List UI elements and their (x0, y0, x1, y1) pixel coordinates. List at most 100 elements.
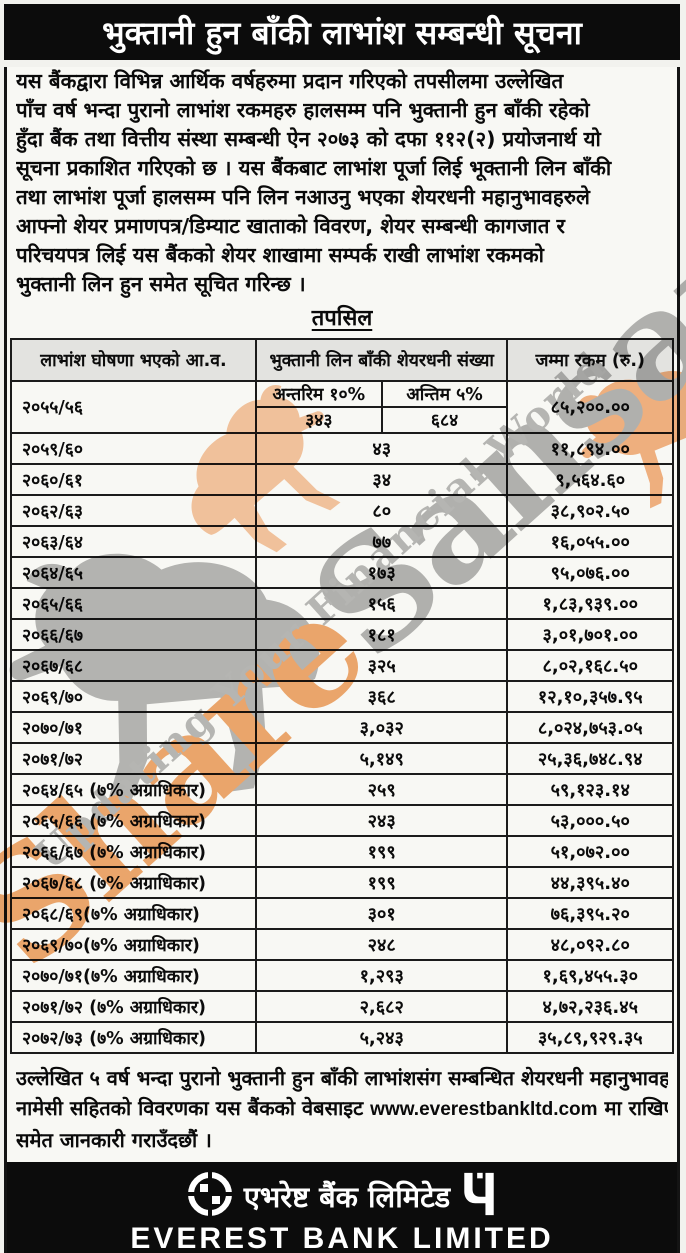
fiscal-year-cell: २०६७/६८ (10, 649, 257, 682)
table-row: २०७२/७३ (७% अग्राधिकार) ५,२४३ ३५,८९,९२९.३५ (10, 1021, 674, 1054)
table-header-row: लाभांश घोषणा भएको आ.व. भुक्तानी लिन बाँक… (10, 338, 674, 382)
amount-cell: १२,१०,३५७.९५ (506, 680, 674, 713)
fiscal-year-cell: २०६५/६६ (10, 587, 257, 620)
table-row: २०६६/६७ १८१ ३,०१,७०१.०० (10, 618, 674, 651)
body-line: आफ्नो शेयर प्रमाणपत्र/डिम्याट खाताको विव… (16, 214, 565, 238)
body-line: तथा लाभांश पूर्जा हालसम्म पनि लिन नआउनु … (16, 185, 590, 209)
table-row: २०६५/६६ (७% अग्राधिकार) २४३ ५३,०००.५० (10, 804, 674, 837)
amount-cell: ८५,२००.०० (506, 380, 674, 434)
fiscal-year-cell: २०६४/६५ (10, 556, 257, 589)
count-cell: ३४ (254, 463, 509, 496)
amount-cell: ४८,०९२.८० (506, 928, 674, 961)
table-row: २०६५/६६ १५६ १,८३,९३९.०० (10, 587, 674, 620)
bank-website-url: www.everestbankltd.com (370, 1099, 598, 1120)
count-cell: ३२५ (254, 649, 509, 682)
table-row: २०६४/६५ (७% अग्राधिकार) २५९ ५९,१२३.१४ (10, 773, 674, 806)
footer-line: समेत जानकारी गराउँदछौं । (16, 1128, 212, 1152)
fiscal-year-cell: २०६६/६७ (10, 618, 257, 651)
fiscal-year-cell: २०६०/६१ (10, 463, 257, 496)
amount-cell: ५३,०००.५० (506, 804, 674, 837)
count-cell: २,६८२ (254, 990, 509, 1023)
col-header-shareholders: भुक्तानी लिन बाँकी शेयरधनी संख्या (254, 338, 509, 382)
count-cell: ३६८ (254, 680, 509, 713)
fiscal-year-cell: २०७१/७२ (10, 742, 257, 775)
amount-cell: ३,०१,७०१.०० (506, 618, 674, 651)
table-row: २०७०/७१ ३,०३२ ८,०२४,७५३.०५ (10, 711, 674, 744)
fiscal-year-cell: २०५५/५६ (10, 380, 257, 434)
amount-cell: ८,०२४,७५३.०५ (506, 711, 674, 744)
count-cell: १८१ (254, 618, 509, 651)
fiscal-year-cell: २०६७/६८ (७% अग्राधिकार) (10, 866, 257, 899)
body-line: हुँदा बैंक तथा वित्तीय संस्था सम्बन्धी ऐ… (16, 127, 601, 151)
amount-cell: ४,७२,२३६.४५ (506, 990, 674, 1023)
schedule-heading: तपसिल (311, 306, 373, 331)
count-cell: ७७ (254, 525, 509, 558)
amount-cell: ५९,१२३.१४ (506, 773, 674, 806)
count-cell: ८० (254, 494, 509, 527)
count-cell: १५६ (254, 587, 509, 620)
interim-count-cell: ३४३ (254, 406, 383, 434)
footer-line: नामेसी सहितको विवरणका यस बैंकको वेबसाइट … (16, 1093, 668, 1125)
count-cell: १९९ (254, 835, 509, 868)
body-line: भुक्तानी लिन हुन समेत सूचित गरिन्छ । (16, 272, 306, 296)
count-cell: १९९ (254, 866, 509, 899)
fiscal-year-cell: २०६९/७०(७% अग्राधिकार) (10, 928, 257, 961)
interim-label-cell: अन्तरिम १०% (254, 380, 383, 408)
fiscal-year-cell: २०६८/६९(७% अग्राधिकार) (10, 897, 257, 930)
fiscal-year-cell: २०६५/६६ (७% अग्राधिकार) (10, 804, 257, 837)
table-row: २०६४/६५ १७३ ९५,०७६.०० (10, 556, 674, 589)
table-row: २०६७/६८ (७% अग्राधिकार) १९९ ४४,३९५.४० (10, 866, 674, 899)
fiscal-year-cell: २०६३/६४ (10, 525, 257, 558)
fiscal-year-cell: २०६६/६७ (७% अग्राधिकार) (10, 835, 257, 868)
amount-cell: ७६,३९५.२० (506, 897, 674, 930)
notice-title: भुक्तानी हुन बाँकी लाभांश सम्बन्धी सूचना (102, 13, 582, 52)
fiscal-year-cell: २०७१/७२ (७% अग्राधिकार) (10, 990, 257, 1023)
table-row: २०७१/७२ ५,१४९ २५,३६,७४८.९४ (10, 742, 674, 775)
fiscal-year-cell: २०७०/७१(७% अग्राधिकार) (10, 959, 257, 992)
notice-footer: उल्लेखित ५ वर्ष भन्दा पुरानो भुक्तानी हु… (16, 1063, 668, 1155)
count-cell: ५,२४३ (254, 1021, 509, 1054)
amount-cell: १,६९,४५५.३० (506, 959, 674, 992)
table-row: २०६०/६१ ३४ ९,५६४.६० (10, 463, 674, 496)
bank-name-nepali: एभरेष्ट बैंक लिमिटेड (243, 1179, 451, 1214)
table-row: २०६९/७० ३६८ १२,१०,३५७.९५ (10, 680, 674, 713)
body-line: यस बैंकद्वारा विभिन्न आर्थिक वर्षहरुमा प… (16, 69, 564, 93)
col-header-amount: जम्मा रकम (रु.) (506, 338, 674, 382)
amount-cell: १६,०५५.०० (506, 525, 674, 558)
table-row: २०५५/५६ अन्तरिम १०% अन्तिम ५% ८५,२००.०० (10, 380, 674, 434)
table-row: २०६८/६९(७% अग्राधिकार) ३०१ ७६,३९५.२० (10, 897, 674, 930)
notice-body: यस बैंकद्वारा विभिन्न आर्थिक वर्षहरुमा प… (16, 67, 668, 299)
table-row: २०५९/६० ४३ ११,८९४.०० (10, 432, 674, 465)
table-row: २०६९/७०(७% अग्राधिकार) २४८ ४८,०९२.८० (10, 928, 674, 961)
fiscal-year-cell: २०६९/७० (10, 680, 257, 713)
amount-cell: ११,८९४.०० (506, 432, 674, 465)
table-row: २०७१/७२ (७% अग्राधिकार) २,६८२ ४,७२,२३६.४५ (10, 990, 674, 1023)
fiscal-year-cell: २०६४/६५ (७% अग्राधिकार) (10, 773, 257, 806)
bank-name-english: EVEREST BANK LIMITED (130, 1222, 554, 1253)
col-header-fiscal-year: लाभांश घोषणा भएको आ.व. (10, 338, 257, 382)
table-row: २०६७/६८ ३२५ ८,०२,१६८.५० (10, 649, 674, 682)
bank-logo-box: एभरेष्ट बैंक लिमिटेड EVEREST BANK LIMITE… (7, 1162, 677, 1253)
count-cell: ५,१४९ (254, 742, 509, 775)
final-count-cell: ६८४ (380, 406, 509, 434)
punjab-national-bank-logo-icon (462, 1171, 496, 1221)
notice-title-bar: भुक्तानी हुन बाँकी लाभांश सम्बन्धी सूचना (4, 4, 680, 60)
amount-cell: ९५,०७६.०० (506, 556, 674, 589)
amount-cell: १,८३,९३९.०० (506, 587, 674, 620)
amount-cell: ३८,९०२.५० (506, 494, 674, 527)
dividend-table: लाभांश घोषणा भएको आ.व. भुक्तानी लिन बाँक… (10, 338, 674, 1054)
table-row: २०६३/६४ ७७ १६,०५५.०० (10, 525, 674, 558)
amount-cell: ८,०२,१६८.५० (506, 649, 674, 682)
footer-text-before-url: नामेसी सहितको विवरणका यस बैंकको वेबसाइट (16, 1096, 371, 1120)
count-cell: ३०१ (254, 897, 509, 930)
final-label-cell: अन्तिम ५% (380, 380, 509, 408)
footer-line: उल्लेखित ५ वर्ष भन्दा पुरानो भुक्तानी हु… (16, 1066, 668, 1090)
amount-cell: ५१,०७२.०० (506, 835, 674, 868)
amount-cell: ९,५६४.६० (506, 463, 674, 496)
table-row: २०६६/६७ (७% अग्राधिकार) १९९ ५१,०७२.०० (10, 835, 674, 868)
amount-cell: ४४,३९५.४० (506, 866, 674, 899)
body-line: परिचयपत्र लिई यस बैंकको शेयर शाखामा सम्प… (16, 243, 544, 267)
notice-content: यस बैंकद्वारा विभिन्न आर्थिक वर्षहरुमा प… (4, 67, 680, 1253)
amount-cell: २५,३६,७४८.९४ (506, 742, 674, 775)
